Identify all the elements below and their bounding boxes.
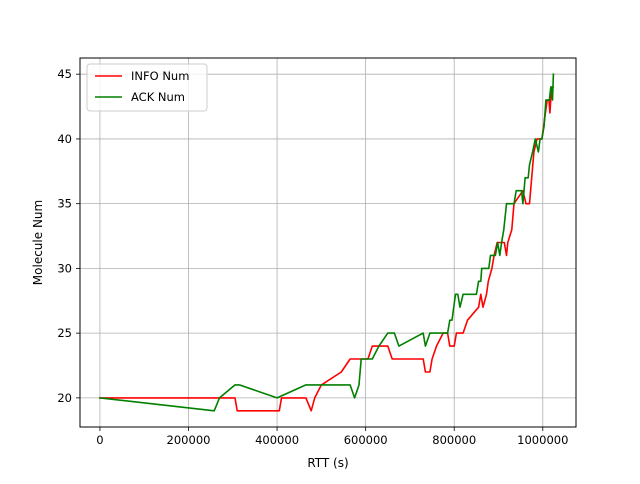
x-tick-label: 0	[96, 433, 103, 447]
y-tick-label: 20	[57, 391, 72, 405]
grid	[80, 58, 576, 427]
series-line-ack	[99, 73, 555, 412]
y-axis-label: Molecule Num	[31, 200, 45, 285]
x-axis-ticks: 0 200000 400000 600000 800000 1000000	[96, 427, 568, 447]
x-tick-label: 1000000	[517, 433, 568, 447]
legend-label-info: INFO Num	[131, 69, 189, 83]
y-axis-ticks: 20 25 30 35 40 45	[57, 67, 80, 405]
legend-label-ack: ACK Num	[131, 90, 185, 104]
x-tick-label: 200000	[167, 433, 211, 447]
series-layer	[99, 73, 555, 412]
y-tick-label: 30	[57, 261, 72, 275]
y-tick-label: 35	[57, 197, 72, 211]
plot-frame	[79, 57, 577, 428]
y-tick-label: 40	[57, 132, 72, 146]
x-axis-label: RTT (s)	[307, 456, 348, 470]
y-tick-label: 45	[57, 67, 72, 81]
series-line-info	[99, 86, 554, 412]
y-tick-label: 25	[57, 326, 72, 340]
legend: INFO Num ACK Num	[86, 63, 208, 112]
x-tick-label: 400000	[255, 433, 299, 447]
x-tick-label: 600000	[344, 433, 388, 447]
x-tick-label: 800000	[432, 433, 476, 447]
